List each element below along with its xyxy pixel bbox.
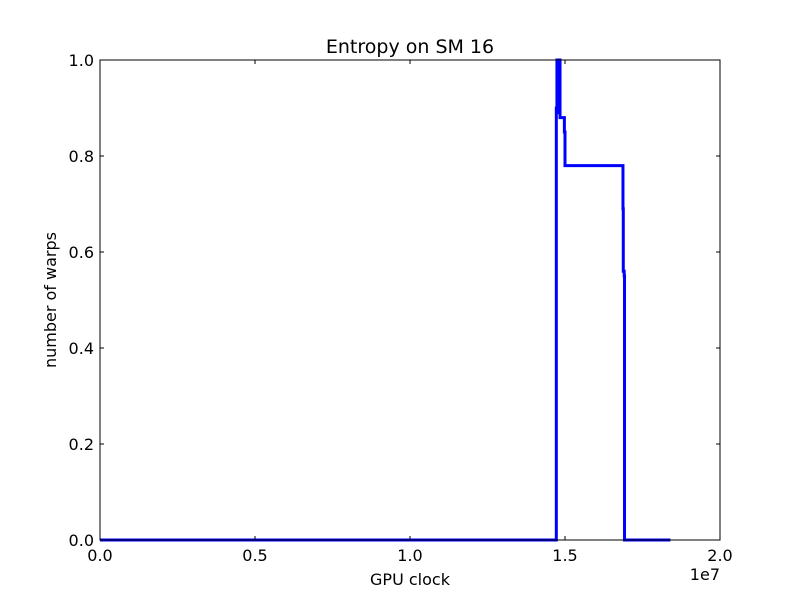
y-tick-label-0: 0.0 [69, 531, 94, 550]
plot-area [100, 60, 720, 540]
x-tick-label-3: 1.5 [552, 546, 577, 565]
x-axis-label: GPU clock [370, 570, 451, 589]
y-axis-label: number of warps [41, 232, 60, 368]
x-offset-label: 1e7 [690, 565, 720, 584]
chart-title: Entropy on SM 16 [326, 36, 494, 58]
x-tick-label-1: 0.5 [242, 546, 267, 565]
y-tick-label-2: 0.4 [69, 339, 94, 358]
x-tick-label-4: 2.0 [707, 546, 732, 565]
x-tick-label-0: 0.0 [87, 546, 112, 565]
y-tick-label-3: 0.6 [69, 243, 94, 262]
y-tick-label-4: 0.8 [69, 147, 94, 166]
y-tick-label-1: 0.2 [69, 435, 94, 454]
y-tick-label-5: 1.0 [69, 51, 94, 70]
x-tick-label-2: 1.0 [397, 546, 422, 565]
